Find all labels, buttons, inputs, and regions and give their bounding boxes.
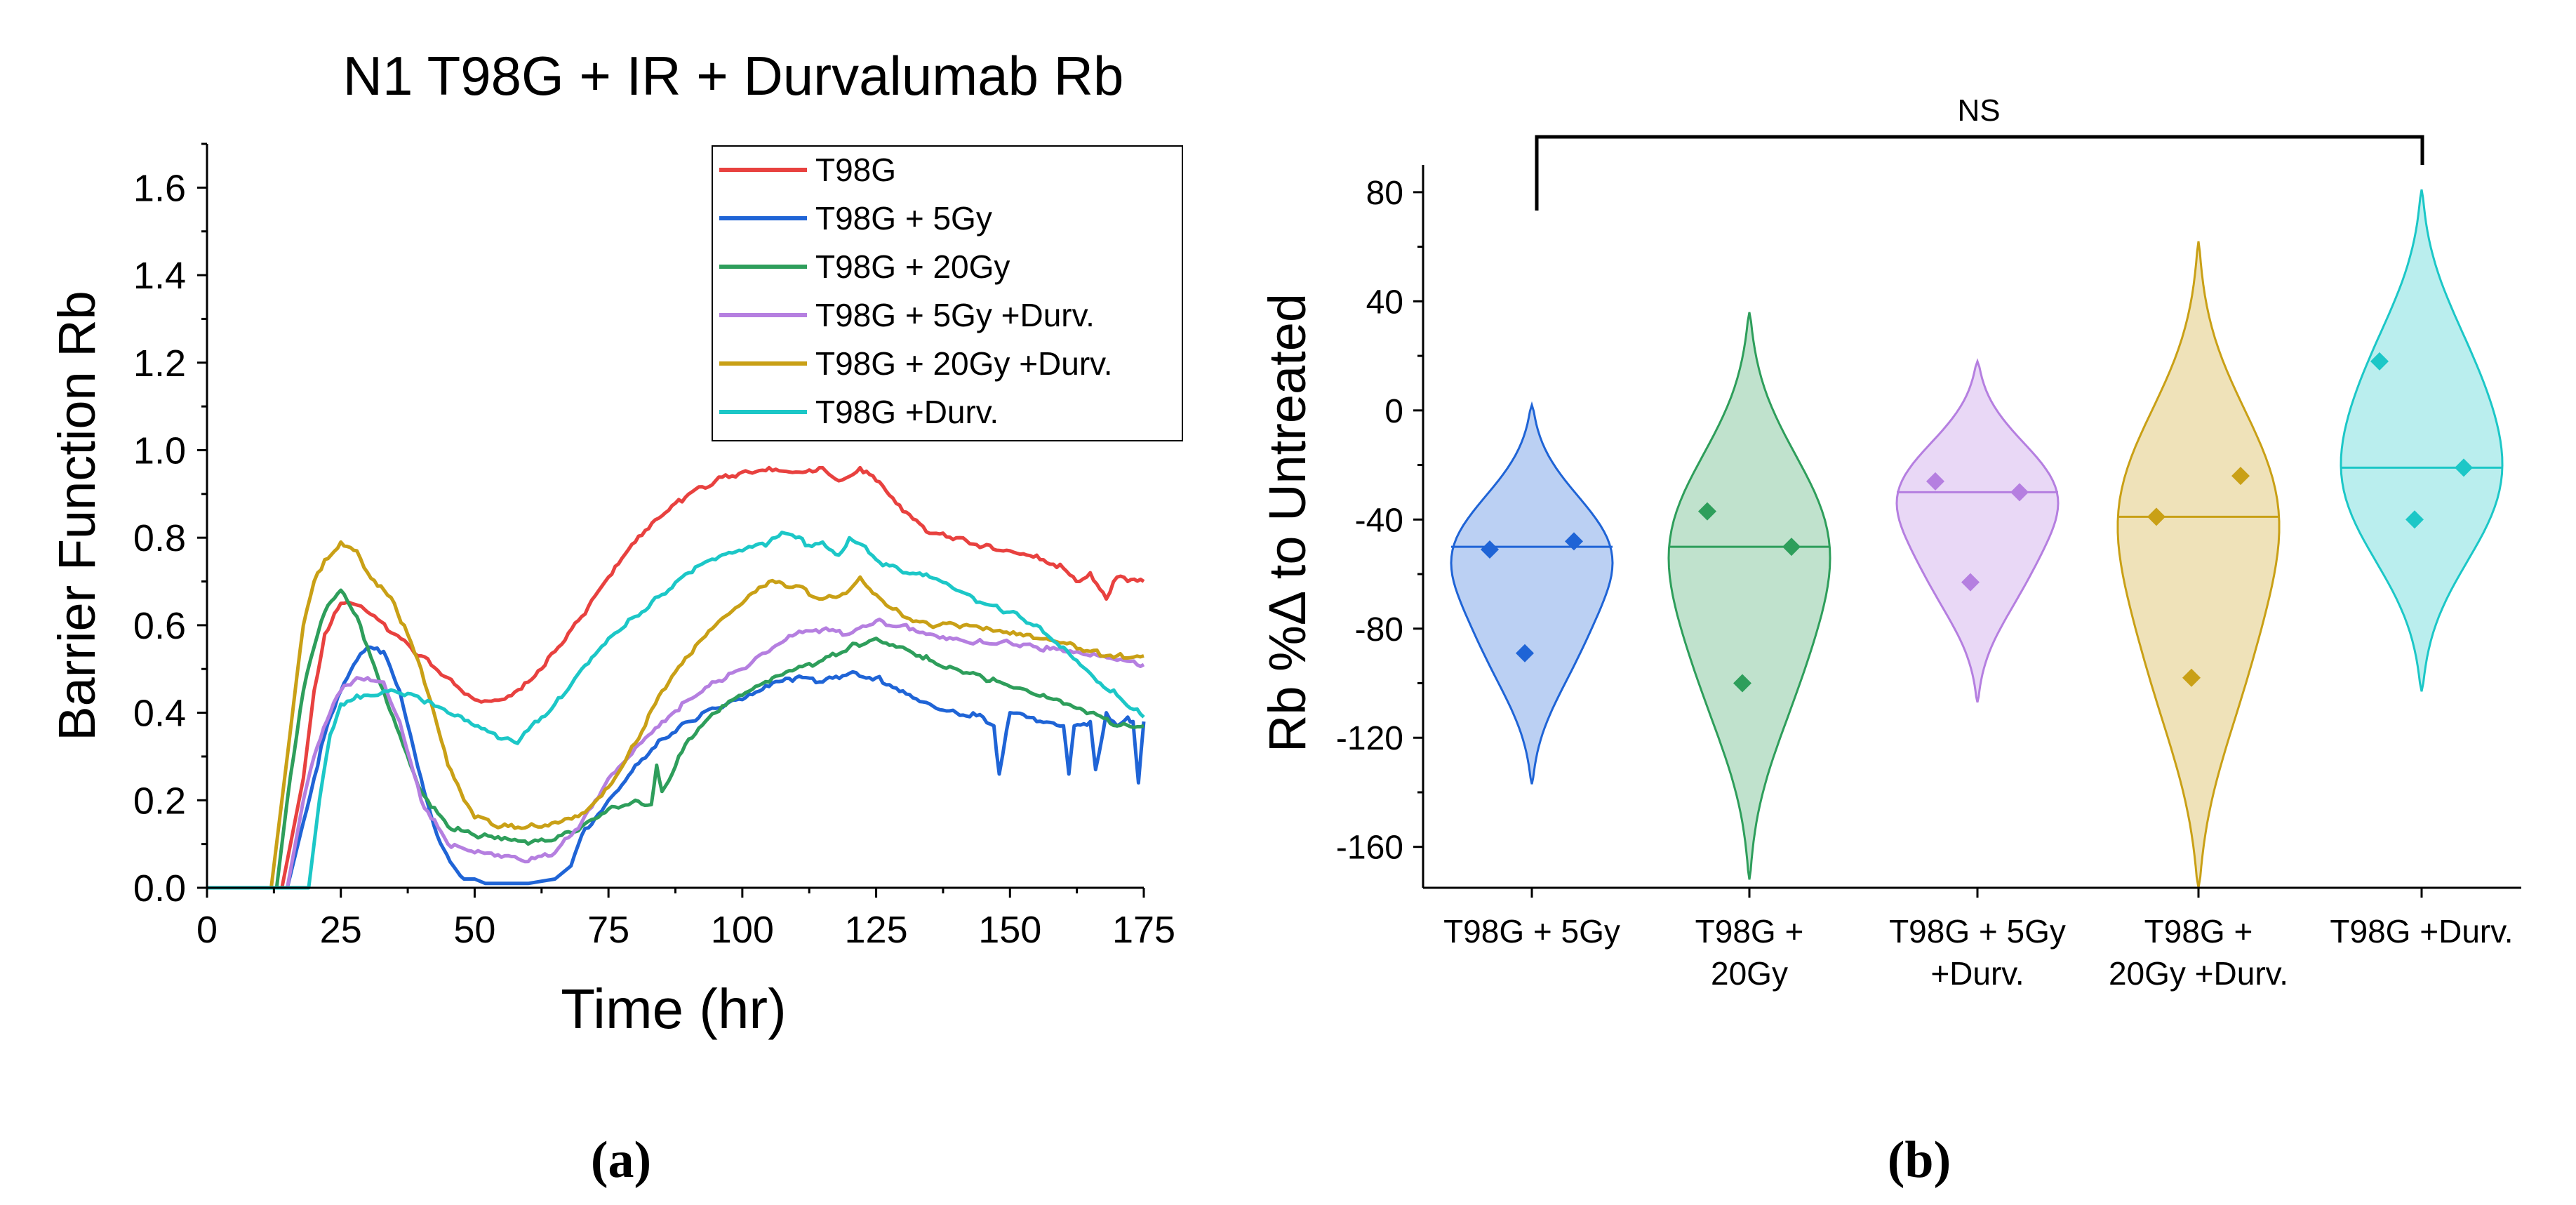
x-axis-label: Time (hr) [561, 978, 786, 1040]
data-point [1516, 644, 1534, 663]
legend-box [712, 145, 1183, 441]
panel-label-b: (b) [1888, 1131, 1951, 1189]
series-line-T98G_5Gy [207, 645, 1146, 890]
series-line-T98G [207, 465, 1145, 890]
series-line-T98G_20Gy [207, 588, 1144, 890]
data-point [2010, 483, 2029, 502]
x-tick-label: 175 [1112, 909, 1175, 951]
data-point [2370, 352, 2389, 371]
violin-T98G_5Gy [1450, 401, 1614, 785]
data-point [2147, 507, 2165, 526]
legend: T98G T98G + 5Gy T98G + 20Gy T98G + 5Gy +Dur… [712, 145, 1183, 441]
panel-label-a: (a) [591, 1131, 651, 1189]
legend-label: T98G [815, 152, 896, 188]
legend-label: T98G +Durv. [815, 394, 999, 430]
y-tick-label: 40 [1366, 284, 1403, 321]
x-category-label: T98G +Durv. [2330, 913, 2513, 950]
y-tick-label: 0.4 [133, 693, 186, 735]
data-point [1782, 538, 1801, 557]
x-category-label: T98G + 5Gy [1443, 913, 1620, 950]
legend-label: T98G + 20Gy [815, 248, 1010, 285]
data-point [1961, 573, 1980, 592]
series-line-T98G_5Gy_Durv [207, 618, 1145, 890]
data-point [1926, 472, 1944, 491]
y-tick-label: 1.0 [133, 430, 186, 472]
violin-chart-panel: Rb %Δ to Untreated 80 40 0 -40 -80 -120 -160 T… [1258, 93, 2521, 992]
x-tick-label: 100 [711, 909, 774, 951]
x-tick-label: 50 [453, 909, 495, 951]
x-category-label: +Durv. [1930, 955, 2024, 992]
y-tick-label: 0.8 [133, 517, 186, 559]
plot-area [1450, 189, 2504, 888]
legend-label: T98G + 5Gy +Durv. [815, 297, 1095, 333]
y-tick-label: -80 [1355, 611, 1403, 648]
x-tick-label: 75 [587, 909, 629, 951]
data-point [1481, 540, 1499, 559]
x-tick-label: 150 [978, 909, 1041, 951]
y-tick-label: 1.4 [133, 255, 186, 297]
plot-area [207, 465, 1146, 890]
violin-T98G_20Gy_Durv [2116, 241, 2281, 888]
data-point [1565, 532, 1583, 551]
chart-title: N1 T98G + IR + Durvalumab Rb [343, 45, 1124, 107]
data-point [2231, 467, 2250, 486]
x-category-label: 20Gy [1711, 955, 1788, 992]
x-category-label: 20Gy +Durv. [2109, 955, 2288, 992]
x-category-label: T98G + 5Gy [1889, 913, 2066, 950]
significance-label: NS [1957, 93, 2000, 128]
y-axis: 80 40 0 -40 -80 -120 -160 [1336, 165, 1424, 888]
x-category-label: T98G + [2144, 913, 2253, 950]
violin-T98G_5Gy_Durv [1895, 358, 2060, 703]
data-point [1698, 502, 1716, 521]
y-tick-label: 0 [1384, 393, 1403, 430]
y-tick-label: -160 [1336, 830, 1403, 867]
x-tick-label: 125 [845, 909, 908, 951]
y-tick-label: 0.6 [133, 605, 186, 647]
y-tick-label: -40 [1355, 502, 1403, 539]
y-axis: 0.0 0.2 0.4 0.6 0.8 1.0 1.2 1.4 1.6 [133, 142, 208, 910]
series-line-T98G_20Gy_Durv [207, 540, 1144, 890]
legend-label: T98G + 5Gy [815, 200, 992, 237]
line-chart-panel: N1 T98G + IR + Durvalumab Rb Barrier Fun… [48, 45, 1183, 1040]
y-tick-label: 0.0 [133, 867, 186, 910]
x-tick-label: 0 [196, 909, 218, 951]
x-category-label: T98G + [1695, 913, 1804, 950]
y-tick-label: 1.2 [133, 342, 186, 385]
data-point [1733, 674, 1751, 693]
data-point [2182, 668, 2201, 687]
series-line-T98G_Durv [207, 531, 1145, 890]
violin-T98G_Durv [2340, 189, 2504, 692]
x-tick-label: 25 [320, 909, 362, 951]
y-axis-label: Barrier Function Rb [48, 291, 106, 741]
x-axis: T98G + 5Gy T98G + 20Gy T98G + 5Gy +Durv. T98G… [1423, 886, 2521, 992]
data-point [2455, 458, 2473, 477]
legend-label: T98G + 20Gy +Durv. [815, 345, 1113, 382]
bracket-line [1535, 135, 2424, 211]
significance-bracket: NS [1535, 93, 2424, 211]
y-tick-label: 80 [1366, 175, 1403, 212]
y-tick-label: 1.6 [133, 167, 186, 209]
y-axis-label: Rb %Δ to Untreated [1258, 293, 1316, 752]
y-tick-label: -120 [1336, 720, 1403, 757]
y-tick-label: 0.2 [133, 780, 186, 822]
violin-T98G_20Gy [1667, 312, 1831, 880]
data-point [2405, 510, 2424, 529]
x-axis: 0 25 50 75 100 125 150 175 [196, 886, 1175, 951]
